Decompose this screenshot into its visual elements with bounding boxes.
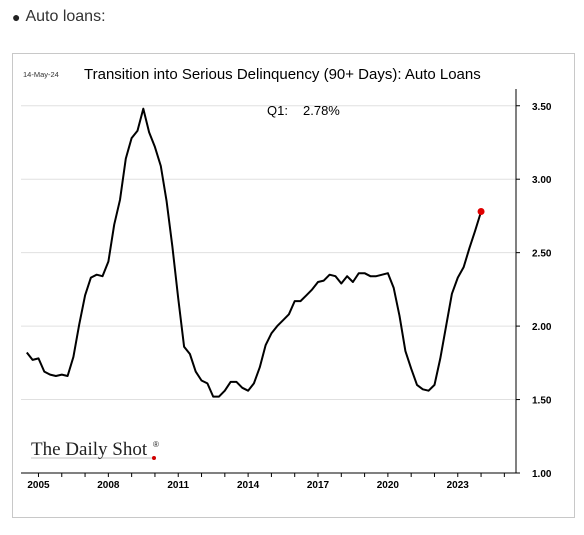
y-axis: 1.00 1.50 2.00 2.50 3.00 3.50 <box>515 89 552 480</box>
x-tick-label: 2005 <box>27 480 50 491</box>
y-tick-label: 1.50 <box>532 396 552 407</box>
chart-frame: 14-May-24 Transition into Serious Delinq… <box>12 53 575 518</box>
x-tick-label: 2023 <box>447 480 470 491</box>
brand-dot <box>152 456 156 460</box>
y-tick-label: 3.50 <box>532 102 552 113</box>
x-tick-label: 2014 <box>237 480 260 491</box>
x-tick-label: 2008 <box>97 480 120 491</box>
bullet-item: ● Auto loans: <box>12 8 106 26</box>
annotation-value: 2.78% <box>303 103 340 118</box>
bullet-text: Auto loans: <box>25 8 106 25</box>
chart-title: Transition into Serious Delinquency (90+… <box>84 66 481 83</box>
y-tick-label: 2.50 <box>532 249 552 260</box>
x-tick-label: 2017 <box>307 480 330 491</box>
series-line <box>26 107 483 398</box>
series-group <box>26 107 485 398</box>
brand-logo: The Daily Shot ® <box>31 439 159 460</box>
grid-lines <box>21 105 516 401</box>
latest-point-marker <box>477 208 485 216</box>
y-tick-label: 1.00 <box>532 469 552 480</box>
bullet-icon: ● <box>12 9 21 25</box>
brand-name: The Daily Shot <box>31 439 148 460</box>
y-tick-label: 3.00 <box>532 175 552 186</box>
x-axis: 2005 2008 2011 2014 2017 2020 2023 <box>21 472 516 491</box>
latest-value-annotation: Q1: 2.78% <box>267 103 340 118</box>
chart-date-stamp: 14-May-24 <box>23 70 59 79</box>
x-tick-label: 2020 <box>377 480 400 491</box>
annotation-label: Q1: <box>267 103 288 118</box>
delinquency-line-chart: 14-May-24 Transition into Serious Delinq… <box>21 66 552 491</box>
y-tick-label: 2.00 <box>532 322 552 333</box>
brand-mark: ® <box>153 440 159 449</box>
x-tick-label: 2011 <box>167 480 189 491</box>
